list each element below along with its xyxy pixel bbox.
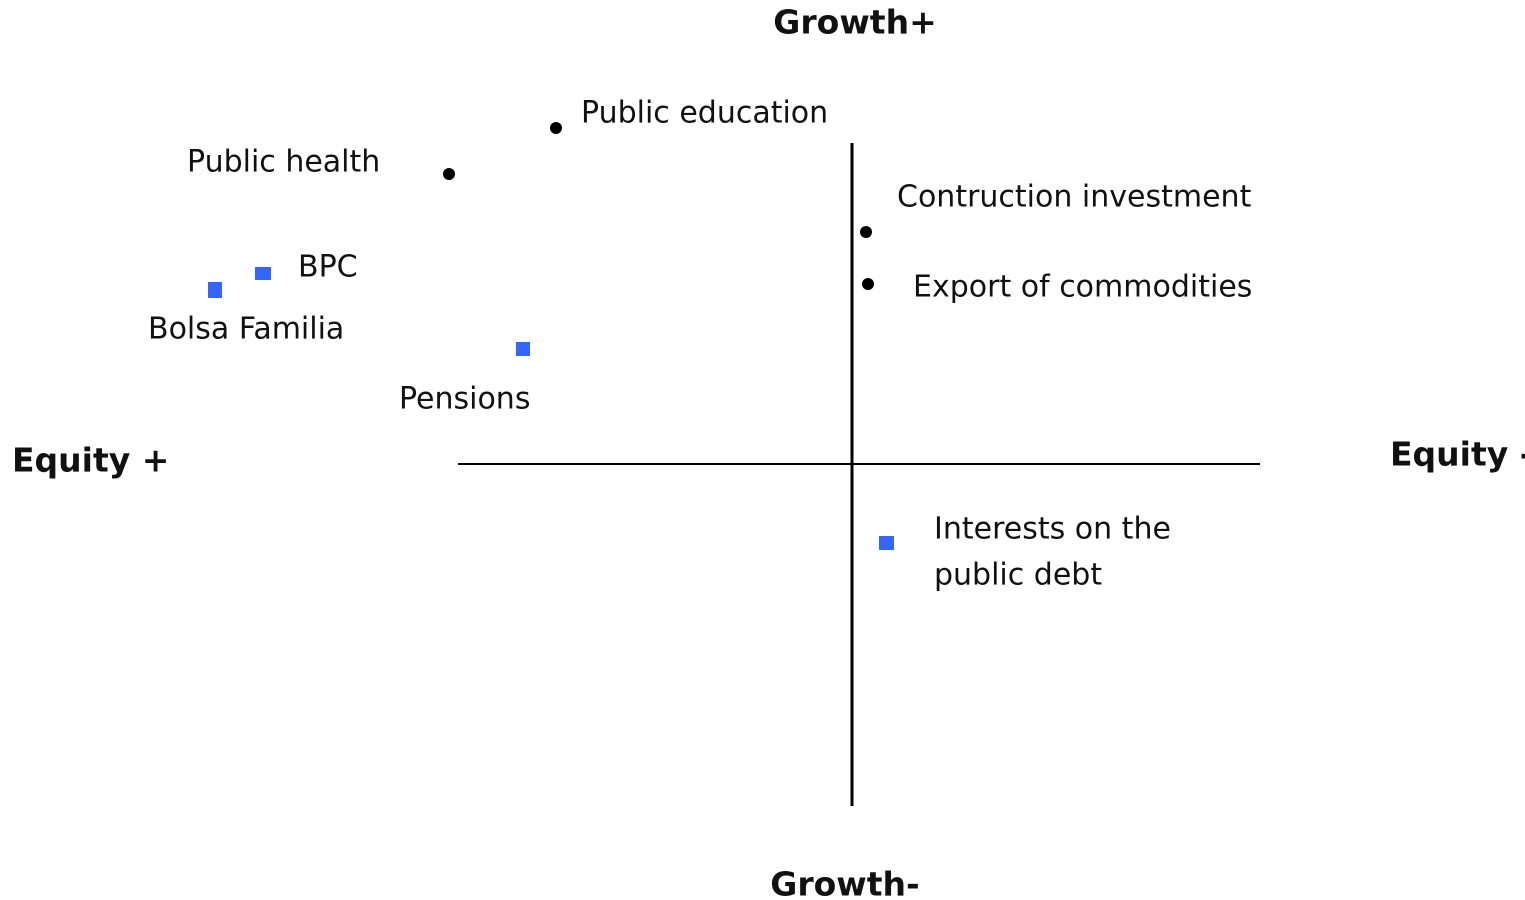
square-marker xyxy=(879,536,894,550)
item-label: Interests on the xyxy=(934,512,1171,547)
item-label: Public health xyxy=(187,145,380,180)
item-label: Public education xyxy=(581,96,828,131)
item-label: Export of commodities xyxy=(913,270,1252,305)
item-label: public debt xyxy=(934,558,1102,593)
item-label: Pensions xyxy=(399,382,530,417)
square-marker xyxy=(255,267,271,280)
dot-marker xyxy=(862,278,874,290)
axis-label-right: Equity - xyxy=(1390,435,1525,474)
axis-label-left: Equity + xyxy=(12,441,169,480)
square-marker xyxy=(208,282,222,298)
axis-label-top: Growth+ xyxy=(773,3,936,42)
item-label: Contruction investment xyxy=(897,180,1252,215)
axis-label-bottom: Growth- xyxy=(770,865,919,900)
item-label: Bolsa Familia xyxy=(148,312,344,347)
square-marker xyxy=(516,342,530,356)
dot-marker xyxy=(550,122,562,134)
item-label: BPC xyxy=(298,250,358,285)
dot-marker xyxy=(860,226,872,238)
dot-marker xyxy=(443,168,455,180)
